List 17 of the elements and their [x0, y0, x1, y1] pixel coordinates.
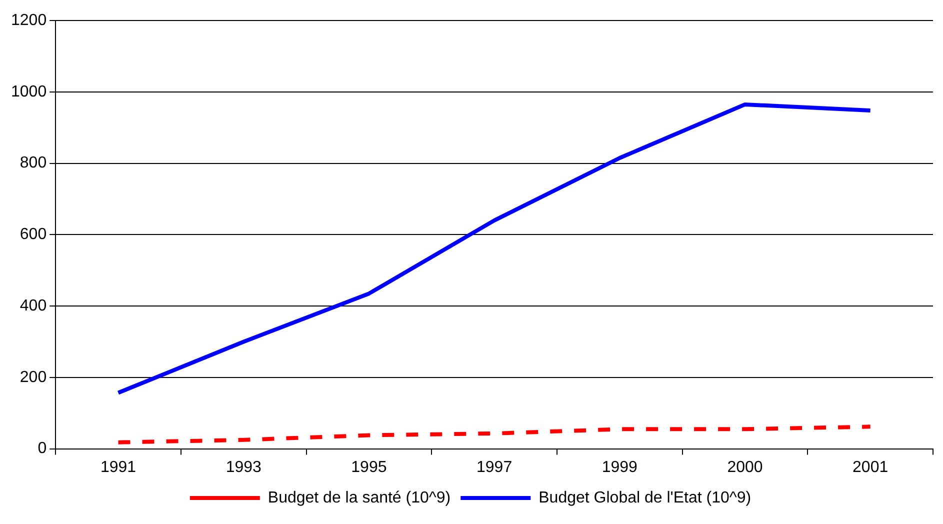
y-tick-label: 600 — [20, 226, 47, 244]
y-tick-label: 0 — [38, 440, 47, 458]
y-tick-label: 400 — [20, 297, 47, 314]
y-tick-label: 800 — [20, 154, 47, 172]
x-tick-label: 1999 — [602, 458, 638, 476]
y-tick-label: 1000 — [11, 83, 47, 100]
y-tick-label: 1200 — [11, 12, 47, 30]
x-tick-label: 1993 — [226, 458, 262, 476]
x-tick-label: 1991 — [100, 458, 136, 476]
x-tick-label: 1995 — [351, 458, 387, 476]
y-tick-label: 200 — [20, 368, 47, 386]
x-tick-label: 2001 — [852, 458, 888, 476]
line-series — [116, 424, 872, 444]
legend-label: Budget Global de l'Etat (10^9) — [538, 489, 752, 506]
legend-label: Budget de la santé (10^9) — [268, 489, 451, 506]
x-tick-label: 1997 — [476, 458, 512, 476]
x-tick-label: 2000 — [727, 458, 763, 476]
